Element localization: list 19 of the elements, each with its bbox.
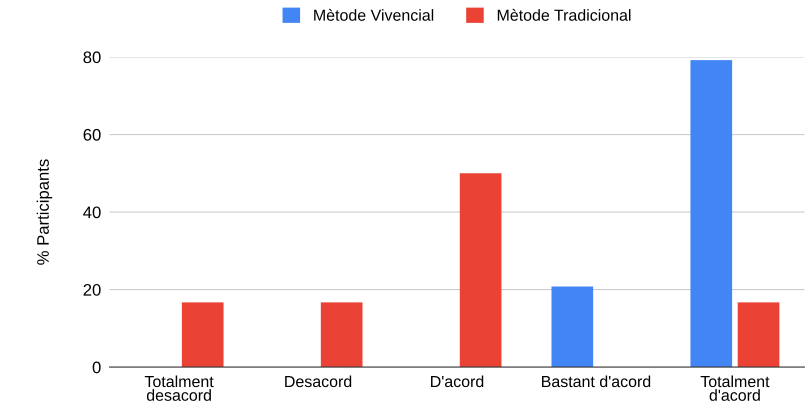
legend-label: Mètode Tradicional xyxy=(498,8,630,21)
y-tick-label: 0 xyxy=(92,362,101,374)
x-tick-label: D'acord xyxy=(431,375,484,388)
bar xyxy=(460,173,502,368)
bar xyxy=(551,286,594,368)
x-tick-label: Desacord xyxy=(285,375,352,388)
bar xyxy=(690,60,732,368)
x-tick-label: Totalment d'acord xyxy=(700,375,770,401)
y-tick-label: 80 xyxy=(83,51,101,64)
legend-label: Mètode Vivencial xyxy=(314,8,434,21)
y-axis-title: % Participants xyxy=(36,159,52,265)
y-tick-label: 20 xyxy=(84,284,101,296)
bar xyxy=(738,302,780,368)
x-tick-label: Totalment desacord xyxy=(144,375,214,401)
bar xyxy=(182,302,224,368)
y-tick-label: 40 xyxy=(83,206,101,218)
y-tick-label: 60 xyxy=(84,128,101,141)
bar xyxy=(320,302,363,368)
x-tick-label: Bastant d'acord xyxy=(542,375,650,388)
